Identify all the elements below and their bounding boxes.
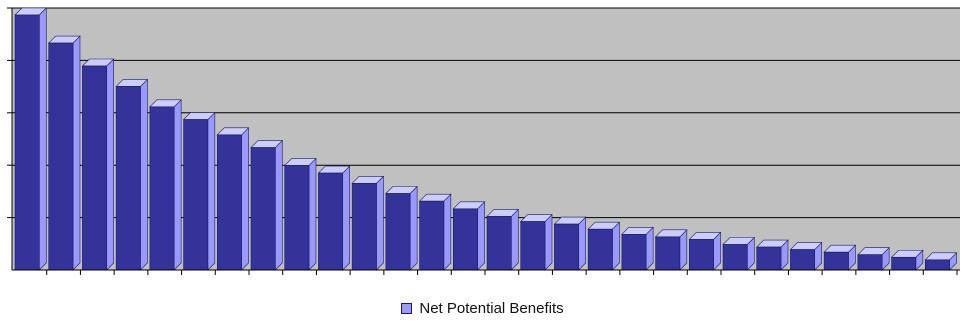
bar-side — [241, 127, 249, 271]
bar — [755, 239, 789, 271]
bar — [81, 58, 115, 271]
bar-side — [544, 213, 553, 271]
bar — [351, 175, 385, 271]
bar-front — [318, 172, 344, 271]
bar-front — [587, 228, 613, 271]
bar — [250, 139, 283, 271]
bar-front — [82, 65, 108, 271]
bar-side — [173, 99, 182, 271]
bar-front — [924, 259, 950, 271]
legend-label: Net Potential Benefits — [419, 300, 564, 317]
bar-front — [722, 244, 748, 271]
bar — [924, 252, 958, 271]
bar-front — [790, 249, 816, 271]
bar — [587, 221, 621, 271]
bar-side — [409, 185, 418, 271]
bar-side — [612, 221, 620, 271]
bar — [553, 216, 587, 271]
bar-front — [48, 42, 74, 271]
bar-side — [38, 7, 47, 271]
bar-side — [72, 35, 81, 271]
bar — [452, 201, 486, 271]
bar — [857, 246, 890, 271]
bar-front — [385, 193, 411, 271]
bar-front — [149, 106, 175, 271]
bar-side — [645, 226, 654, 271]
bar-side — [274, 139, 283, 271]
bar — [486, 208, 519, 271]
bar — [317, 165, 351, 271]
bar-front — [14, 14, 40, 271]
bar-side — [342, 165, 351, 271]
bar-side — [510, 208, 519, 271]
bar-front — [756, 246, 782, 271]
bar-side — [376, 175, 384, 271]
bar-side — [140, 78, 148, 271]
bar-front — [655, 236, 681, 271]
bar — [722, 236, 755, 271]
bar-front — [183, 119, 209, 271]
bar — [688, 231, 722, 271]
x-axis — [12, 269, 960, 275]
bar — [621, 226, 654, 271]
bar — [115, 78, 149, 271]
bar-front — [216, 134, 242, 271]
bar-series — [14, 7, 958, 271]
legend-swatch — [401, 303, 413, 314]
bar-front — [486, 216, 512, 271]
bar-front — [621, 234, 647, 271]
bar-front — [115, 86, 141, 271]
bar-front — [284, 165, 310, 271]
bar-front — [554, 223, 580, 271]
bar — [47, 35, 81, 271]
bar-front — [250, 147, 276, 271]
bar — [418, 193, 452, 271]
bar-side — [443, 193, 452, 271]
bar-front — [823, 251, 849, 271]
bar — [890, 249, 924, 271]
bar — [182, 111, 216, 271]
bar-front — [891, 256, 917, 271]
bar-front — [520, 221, 546, 271]
bar-side — [308, 157, 317, 271]
bar-side — [477, 201, 485, 271]
bar-front — [857, 254, 883, 271]
bar — [283, 157, 317, 271]
bar-front — [452, 208, 478, 271]
bar — [789, 241, 823, 271]
bar — [14, 7, 47, 271]
bar — [216, 127, 250, 271]
bar — [385, 185, 418, 271]
bar-side — [578, 216, 587, 271]
bar — [654, 229, 688, 271]
bar — [823, 244, 857, 271]
legend: Net Potential Benefits — [0, 300, 965, 318]
bar — [149, 99, 182, 271]
bar-side — [106, 58, 115, 271]
bar-front — [419, 200, 445, 271]
bar-front — [351, 183, 377, 271]
bar-side — [207, 111, 216, 271]
bar-front — [688, 239, 714, 271]
bar — [519, 213, 553, 271]
